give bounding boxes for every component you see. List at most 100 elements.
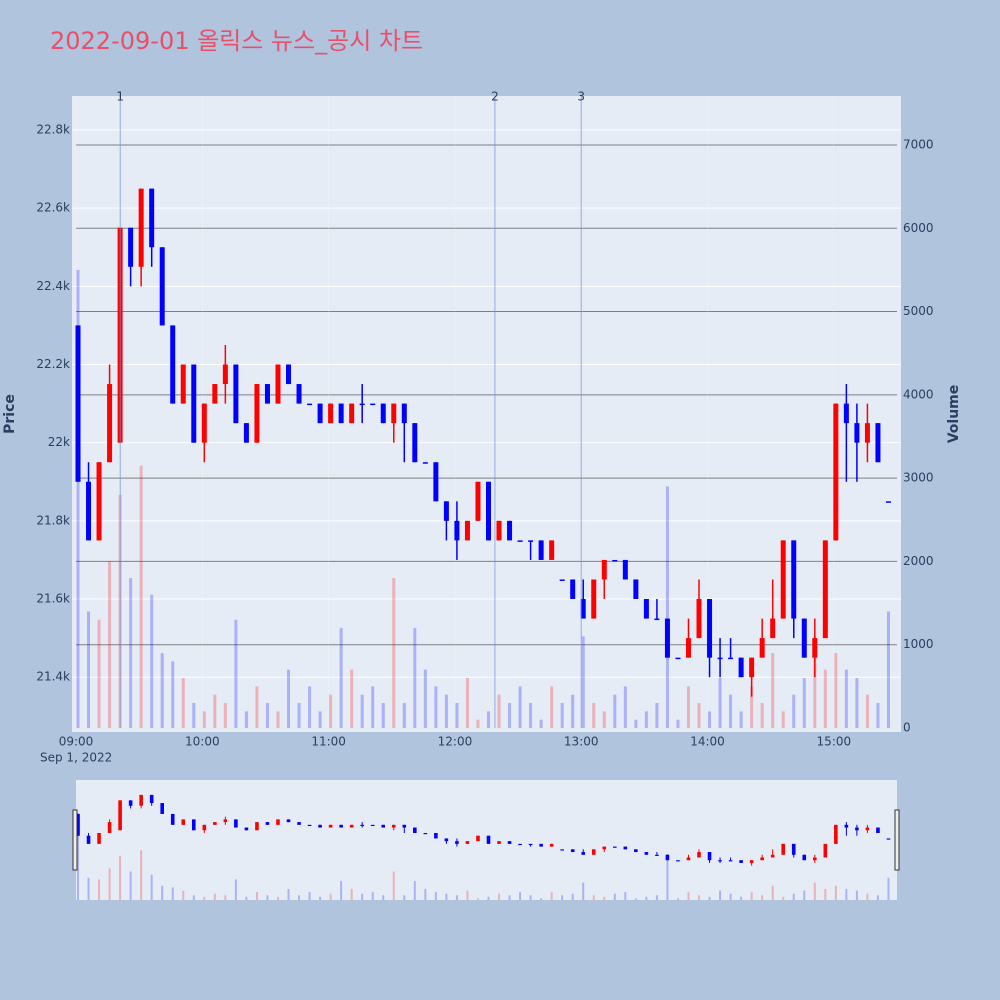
volume-bar xyxy=(265,703,269,728)
slider-volume-bar xyxy=(287,888,290,900)
volume-bar xyxy=(392,578,396,728)
slider-candle-body xyxy=(128,800,133,806)
y2-tick-label: 7000 xyxy=(903,137,934,151)
volume-bar xyxy=(97,619,101,728)
slider-volume-bar xyxy=(466,890,469,900)
volume-bar xyxy=(876,703,880,728)
volume-bar xyxy=(813,636,817,728)
candle-body xyxy=(685,638,691,658)
slider-handle[interactable] xyxy=(894,809,900,871)
slider-candle-body xyxy=(328,824,333,828)
x-sublabel: Sep 1, 2022 xyxy=(40,751,112,765)
slider-volume-bar xyxy=(708,896,711,900)
slider-volume-bar xyxy=(455,895,458,900)
y2-tick-label: 5000 xyxy=(903,304,934,318)
volume-bar xyxy=(213,694,217,728)
candle-body xyxy=(696,599,702,639)
volume-bar xyxy=(413,628,417,728)
candle-body xyxy=(601,559,607,580)
slider-candle-body xyxy=(434,832,438,839)
candle-body xyxy=(707,599,713,658)
y2-tick-label: 2000 xyxy=(903,554,934,568)
volume-bar xyxy=(550,686,554,728)
volume-bar xyxy=(255,686,259,728)
slider-volume-bar xyxy=(361,893,364,900)
candle-body xyxy=(75,325,81,482)
slider-candle-body xyxy=(802,854,807,861)
candle-body xyxy=(338,403,344,424)
slider-candle-body xyxy=(223,819,228,823)
volume-bar xyxy=(465,678,469,728)
volume-bar xyxy=(444,694,448,728)
slider-candle-body xyxy=(497,841,501,844)
candle-body xyxy=(791,540,797,619)
x-tick-label: 09:00 xyxy=(59,735,94,749)
slider-candle-body xyxy=(349,824,354,828)
slider-candle-body xyxy=(507,841,512,844)
volume-bar xyxy=(560,703,564,728)
volume-bar xyxy=(613,694,617,728)
candle-body xyxy=(349,403,355,424)
slider-volume-bar xyxy=(887,877,890,900)
candle-body xyxy=(885,501,891,503)
candle-body xyxy=(559,579,565,581)
candle-body xyxy=(570,579,576,600)
chart-title: 2022-09-01 올릭스 뉴스_공시 차트 xyxy=(50,27,423,55)
candle-body xyxy=(96,462,102,541)
slider-candle-body xyxy=(139,794,143,806)
slider-candle-body xyxy=(728,860,733,862)
volume-bar xyxy=(655,703,659,728)
candle-body xyxy=(149,188,155,248)
slider-volume-bar xyxy=(845,888,848,900)
candle-body xyxy=(222,364,228,385)
candle-body xyxy=(801,618,807,658)
candle-body xyxy=(328,403,334,424)
volume-bar xyxy=(823,669,827,728)
slider-candle-body xyxy=(107,822,112,833)
slider-candle-body xyxy=(549,843,554,847)
volume-bar xyxy=(339,628,343,728)
slider-volume-bar xyxy=(855,890,858,900)
slider-candle-body xyxy=(770,854,775,858)
candle-body xyxy=(464,520,470,541)
volume-bar xyxy=(834,653,838,728)
slider-candle-body xyxy=(402,824,407,828)
volume-bar xyxy=(634,719,638,728)
candle-body xyxy=(138,188,144,267)
slider-volume-bar xyxy=(266,895,269,900)
range-slider[interactable] xyxy=(76,780,897,900)
volume-bar xyxy=(539,719,543,728)
volume-bar xyxy=(350,669,354,728)
slider-candle-body xyxy=(539,843,543,847)
slider-volume-bar xyxy=(876,895,879,900)
candle-body xyxy=(643,599,649,619)
y-axis-title: Price xyxy=(2,394,18,434)
volume-bar xyxy=(171,661,175,728)
slider-volume-bar xyxy=(129,871,132,900)
candle-body xyxy=(507,520,513,541)
volume-bar xyxy=(760,703,764,728)
slider-candle-body xyxy=(886,838,891,840)
candle-body xyxy=(770,618,776,639)
slider-volume-bar xyxy=(834,885,837,900)
x-tick-label: 12:00 xyxy=(438,735,473,749)
candle-body xyxy=(159,247,165,326)
slider-candle-body xyxy=(844,824,849,828)
slider-handle[interactable] xyxy=(72,809,78,871)
candle-body xyxy=(717,657,723,660)
slider-candle-body xyxy=(276,819,280,825)
candle-body xyxy=(622,559,628,580)
candle-body xyxy=(201,403,207,443)
candle-body xyxy=(307,403,313,406)
y-tick-label: 21.8k xyxy=(36,513,70,527)
volume-bar xyxy=(729,694,733,728)
slider-volume-bar xyxy=(550,892,553,900)
slider-candle-body xyxy=(286,819,291,823)
slider-candle-body xyxy=(244,827,249,831)
slider-candle-body xyxy=(202,824,207,831)
y-tick-label: 22.4k xyxy=(36,279,70,293)
slider-candle-body xyxy=(812,857,817,861)
slider-candle-body xyxy=(634,849,638,853)
y2-axis-title: Volume xyxy=(946,385,962,444)
